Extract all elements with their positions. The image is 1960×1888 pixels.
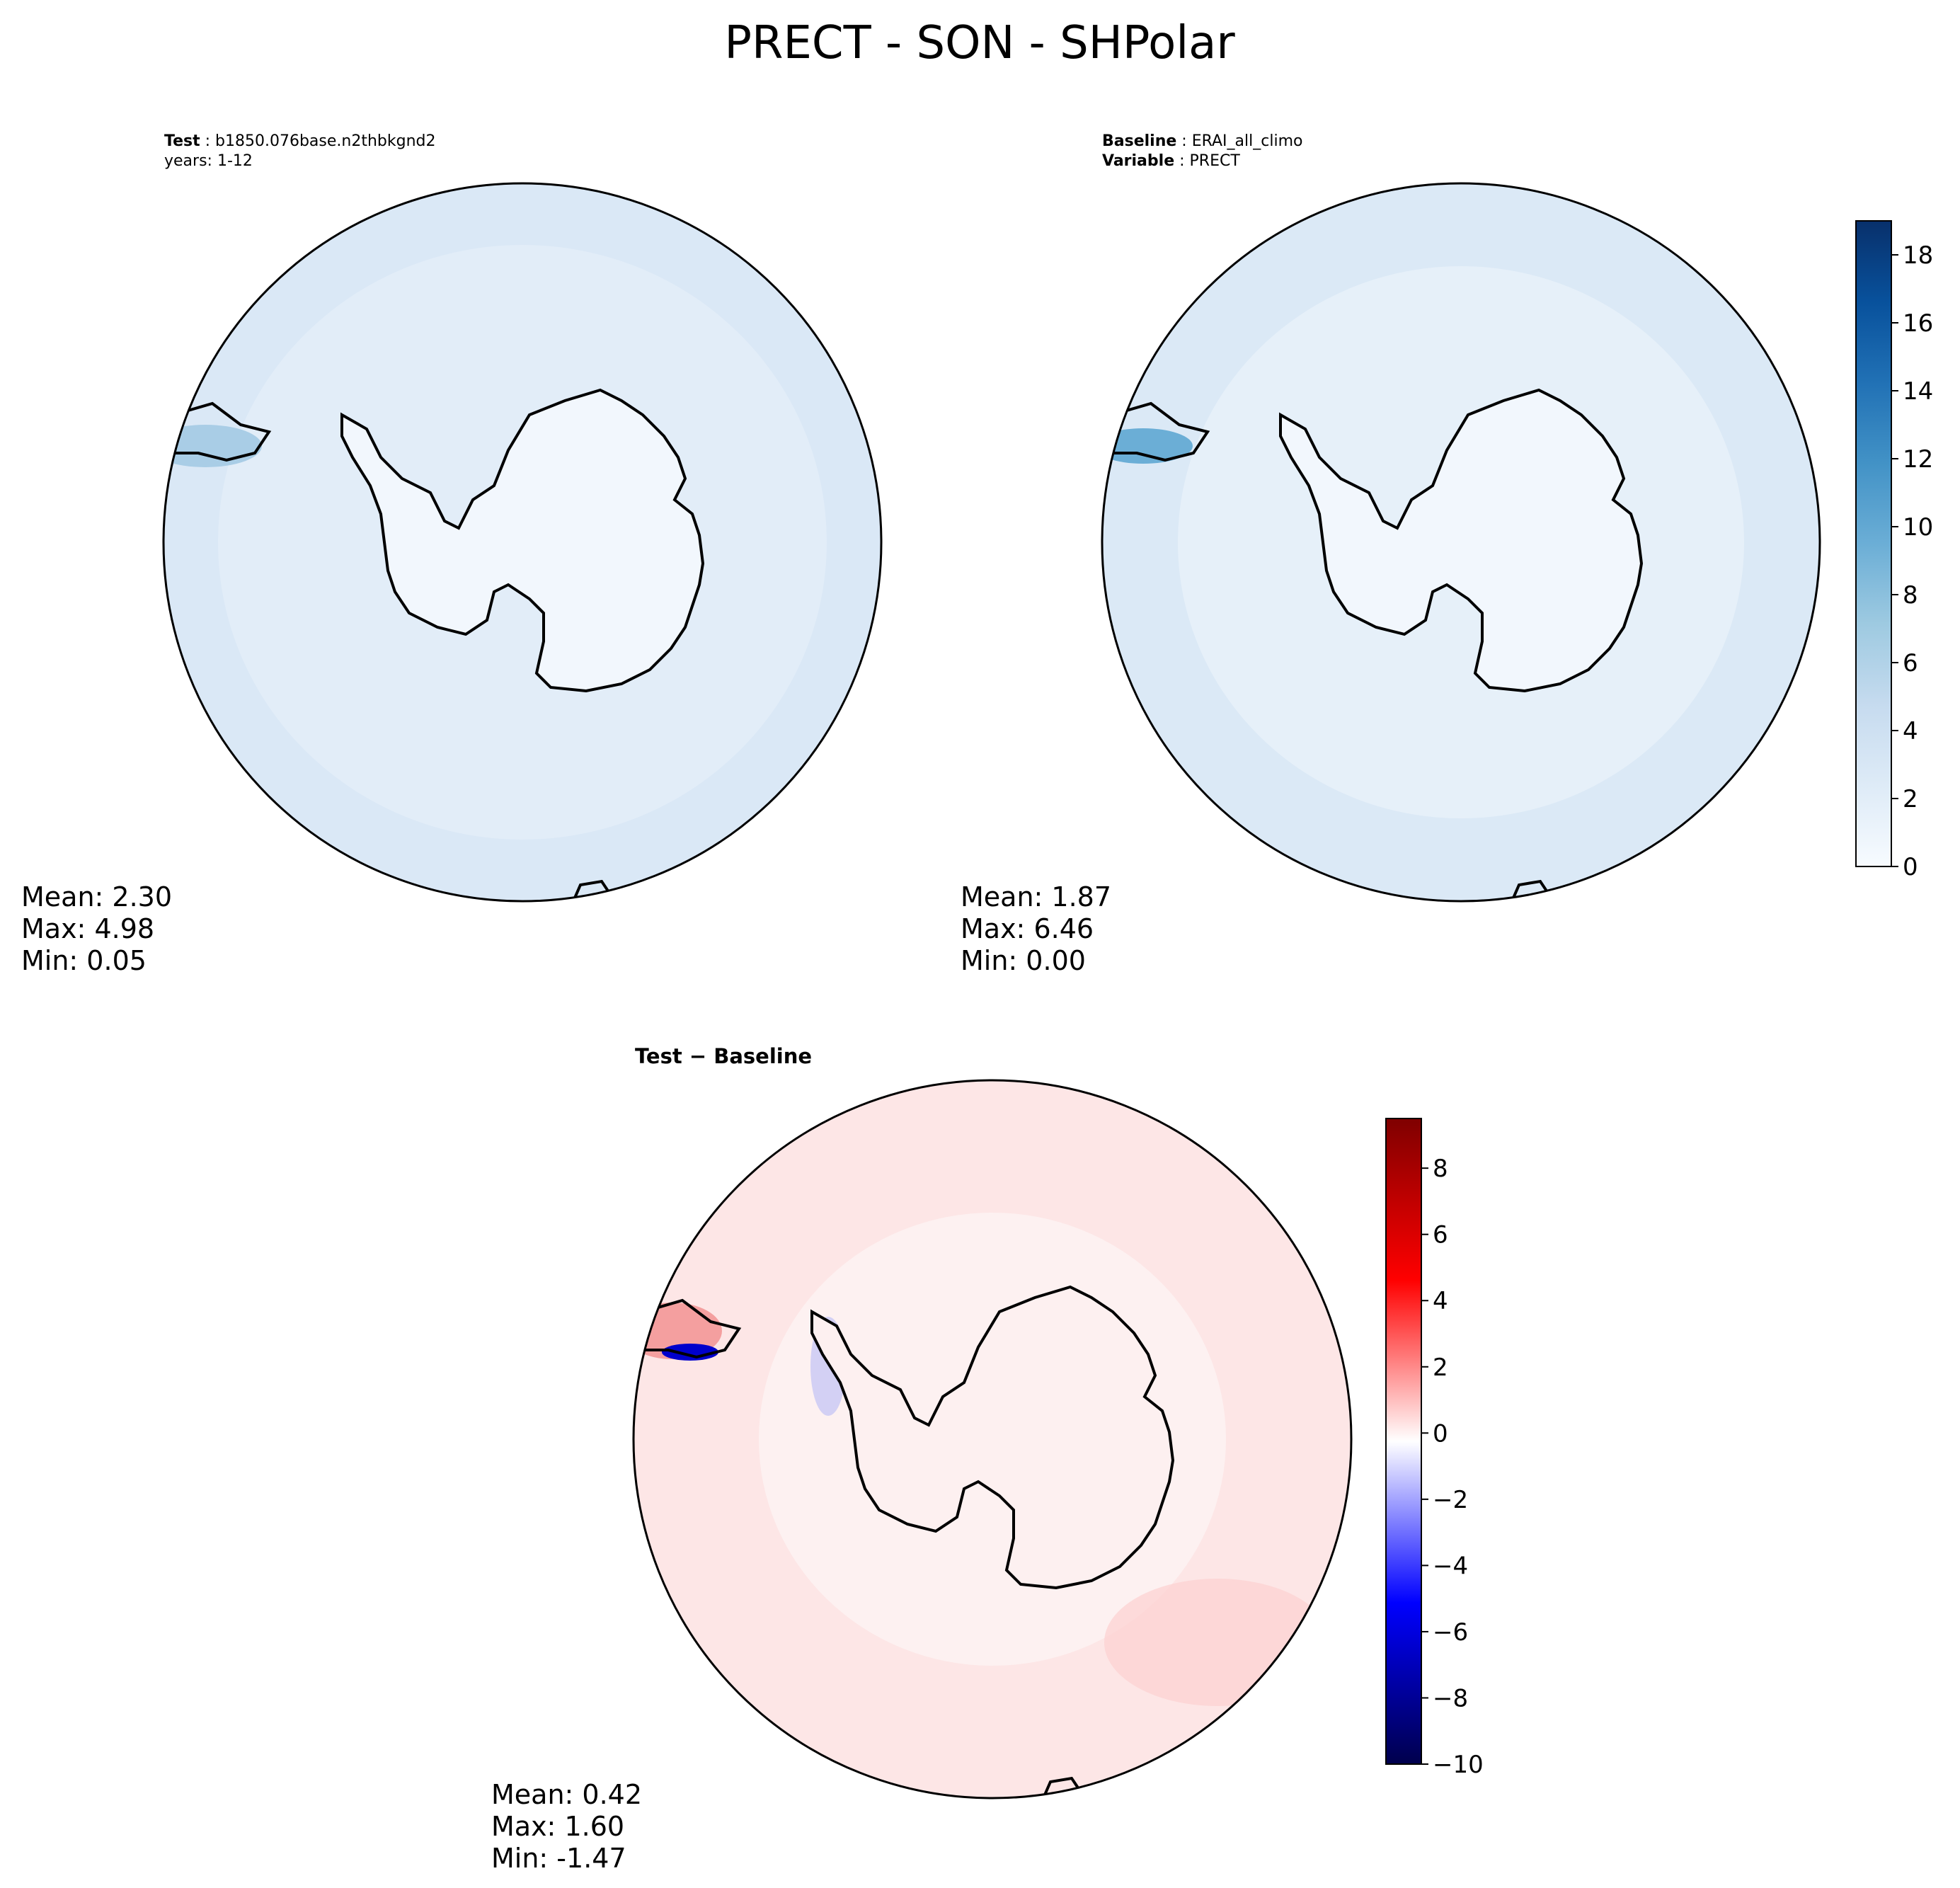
panel-test: Test : b1850.076base.n2thbkgnd2 years: 1… <box>21 132 883 976</box>
blues-colorbar: 0 2 4 6 8 10 12 14 16 18 <box>1855 220 1933 881</box>
diverging-colorbar-tick-label: 4 <box>1433 1287 1448 1315</box>
test-map <box>164 183 881 901</box>
diverging-colorbar-tick-label: −6 <box>1433 1618 1468 1647</box>
test-header-line-2: years: 1-12 <box>164 152 253 170</box>
baseline-map <box>1102 183 1820 901</box>
blues-colorbar-tick-label: 0 <box>1903 853 1918 881</box>
diverging-colorbar-tick-label: 2 <box>1433 1354 1448 1382</box>
diverging-colorbar-ticks: −10 −8 −6 −4 −2 0 2 4 6 8 <box>1421 1155 1484 1779</box>
blues-colorbar-tick-label: 12 <box>1903 445 1933 474</box>
blues-colorbar-tick-label: 2 <box>1903 785 1918 813</box>
diverging-colorbar-tick-label: 6 <box>1433 1221 1448 1249</box>
diverging-colorbar-tick-label: 8 <box>1433 1155 1448 1183</box>
baseline-stat-max: Max: 6.46 <box>961 913 1094 944</box>
diverging-colorbar: −10 −8 −6 −4 −2 0 2 4 6 8 <box>1385 1118 1484 1779</box>
diverging-colorbar-tick-label: −2 <box>1433 1486 1468 1514</box>
baseline-header-line-1: Baseline : ERAI_all_climo <box>1102 132 1302 150</box>
diff-positive-anomaly <box>1104 1579 1331 1706</box>
blues-colorbar-bar <box>1855 220 1892 867</box>
blues-colorbar-tick-label: 14 <box>1903 377 1933 406</box>
panel-baseline: Baseline : ERAI_all_climo Variable : PRE… <box>961 132 1933 976</box>
diff-stat-max: Max: 1.60 <box>491 1811 624 1842</box>
diff-map-boundary <box>632 1079 1353 1800</box>
blues-colorbar-tick-label: 8 <box>1903 581 1918 610</box>
diff-negative-min <box>662 1344 718 1361</box>
baseline-stat-mean: Mean: 1.87 <box>961 881 1111 912</box>
diff-stat-mean: Mean: 0.42 <box>491 1779 642 1810</box>
diff-stat-min: Min: -1.47 <box>491 1843 626 1874</box>
blues-colorbar-tick-label: 4 <box>1903 717 1918 745</box>
diverging-colorbar-tick-label: −4 <box>1433 1552 1468 1580</box>
diverging-colorbar-bar <box>1385 1118 1422 1765</box>
diverging-colorbar-tick-label: −10 <box>1433 1751 1484 1779</box>
baseline-stat-min: Min: 0.00 <box>961 945 1086 976</box>
baseline-header-line-2: Variable : PRECT <box>1102 152 1240 170</box>
diverging-colorbar-tick-label: 0 <box>1433 1419 1448 1448</box>
diff-map <box>634 1080 1351 1798</box>
blues-colorbar-tick-label: 16 <box>1903 309 1933 338</box>
blues-colorbar-tick-label: 18 <box>1903 241 1933 270</box>
test-map-boundary <box>162 182 883 903</box>
test-header-line-1: Test : b1850.076base.n2thbkgnd2 <box>164 132 436 150</box>
test-stat-max: Max: 4.98 <box>21 913 154 944</box>
test-south-america-max <box>164 425 262 467</box>
diff-title: Test − Baseline <box>635 1044 812 1068</box>
blues-colorbar-ticks: 0 2 4 6 8 10 12 14 16 18 <box>1891 241 1933 881</box>
diverging-colorbar-tick-label: −8 <box>1433 1684 1468 1712</box>
baseline-map-boundary <box>1101 182 1821 903</box>
figure-title: PRECT - SON - SHPolar <box>724 17 1235 69</box>
panel-diff: Test − Baseline Mean: 0.42 Max: 1.60 Min… <box>491 1044 1484 1874</box>
blues-colorbar-tick-label: 10 <box>1903 513 1933 542</box>
blues-colorbar-tick-label: 6 <box>1903 649 1918 677</box>
test-stat-mean: Mean: 2.30 <box>21 881 172 912</box>
test-stat-min: Min: 0.05 <box>21 945 147 976</box>
